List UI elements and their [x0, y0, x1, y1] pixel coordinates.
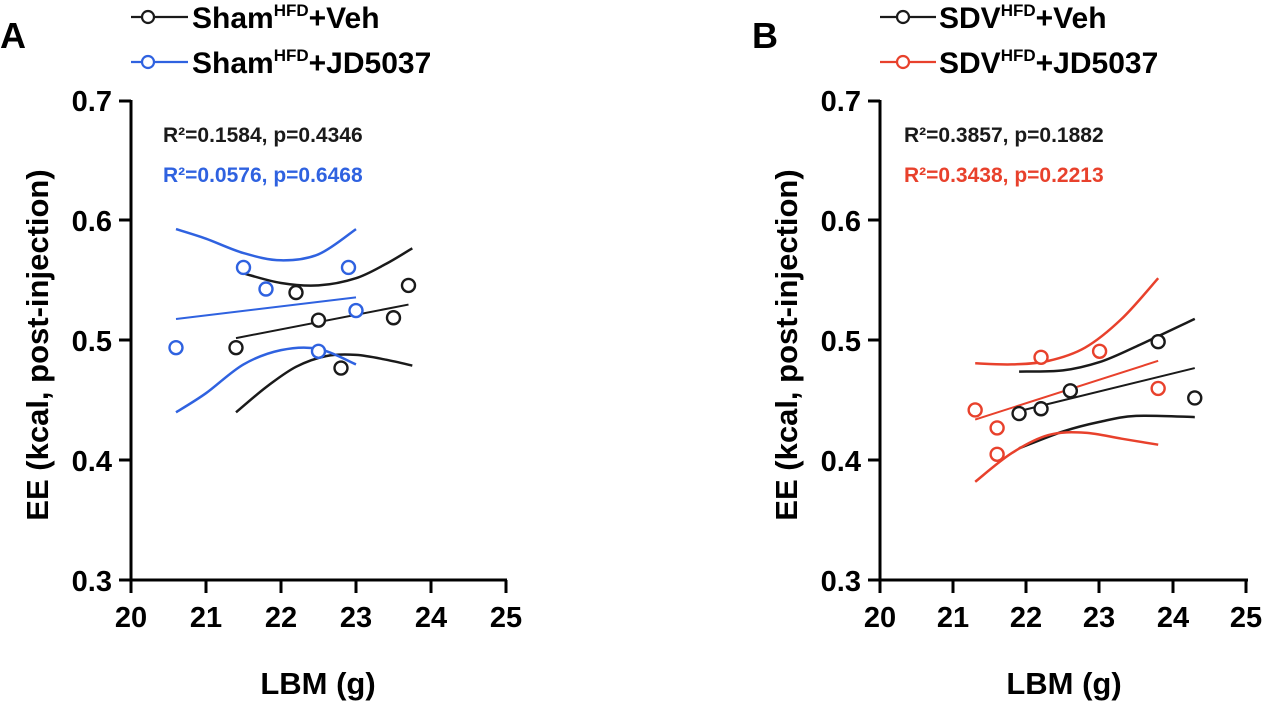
- ci-upper-line-series-0: [243, 247, 413, 287]
- legend-entry-sham-veh: ShamHFD+Veh: [131, 1, 380, 35]
- y-ticks: 0.3 0.4 0.5 0.6 0.7: [72, 86, 131, 598]
- data-point-series-0: [310, 312, 327, 328]
- ci-lower-line-series-0: [1018, 414, 1195, 450]
- legend-marker: [140, 9, 156, 25]
- panel-b: B SDVHFD+Veh SDVHFD+JD5037 0.3: [752, 1, 1262, 701]
- data-point-series-1: [989, 446, 1005, 462]
- legend-entry-sdv-veh: SDVHFD+Veh: [880, 1, 1107, 35]
- y-tick-label: 0.5: [821, 326, 861, 358]
- legend-label: SDVHFD+JD5037: [939, 46, 1158, 80]
- x-tick-label: 21: [190, 602, 222, 634]
- legend-label: ShamHFD+JD5037: [192, 46, 431, 80]
- legend-entry-sdv-jd5037: SDVHFD+JD5037: [880, 46, 1158, 80]
- legend-marker: [895, 54, 911, 70]
- data-point-series-1: [967, 402, 983, 418]
- data-point-series-0: [228, 339, 244, 356]
- y-tick-label: 0.4: [821, 446, 861, 478]
- data-point-series-0: [1062, 383, 1079, 399]
- panel-label: B: [752, 15, 778, 56]
- y-tick-label: 0.7: [821, 86, 861, 118]
- data-point-series-1: [235, 259, 252, 276]
- data-point-series-0: [333, 360, 349, 376]
- fit-line-series-1: [175, 296, 357, 320]
- panel-a: A ShamHFD+Veh ShamHFD+JD5037 0.3: [0, 1, 522, 701]
- data-point-series-0: [400, 277, 417, 294]
- data-point-series-1: [340, 259, 357, 276]
- data-point-series-0: [1150, 333, 1166, 350]
- x-tick-label: 25: [490, 602, 522, 634]
- data-point-series-1: [1091, 343, 1108, 359]
- data-point-series-1: [310, 343, 327, 359]
- ci-upper-line-series-1: [175, 227, 357, 262]
- ci-upper-line-series-1: [975, 277, 1160, 366]
- ci-lower-line-series-0: [235, 353, 413, 414]
- x-tick-label: 23: [1083, 602, 1115, 634]
- plot-area: [967, 277, 1203, 483]
- legend: ShamHFD+Veh ShamHFD+JD5037: [131, 1, 431, 80]
- x-tick-label: 24: [415, 602, 447, 634]
- x-ticks: 20 21 22 23 24 25: [115, 580, 522, 634]
- data-point-series-1: [258, 281, 274, 297]
- legend: SDVHFD+Veh SDVHFD+JD5037: [880, 1, 1158, 80]
- y-tick-label: 0.3: [72, 566, 112, 598]
- y-tick-label: 0.4: [72, 446, 112, 478]
- x-tick-label: 21: [937, 602, 969, 634]
- legend-label: ShamHFD+Veh: [192, 1, 380, 35]
- x-axis-title: LBM (g): [260, 666, 375, 701]
- data-point-series-0: [385, 310, 402, 326]
- y-tick-label: 0.5: [72, 326, 112, 358]
- stat-text-sdv-jd5037: R²=0.3438, p=0.2213: [904, 164, 1104, 187]
- data-point-series-1: [989, 420, 1005, 436]
- stat-text-sham-veh: R²=0.1584, p=0.4346: [163, 124, 363, 147]
- y-axis-title: EE (kcal, post-injection): [769, 169, 804, 520]
- data-point-series-1: [1033, 349, 1049, 365]
- panel-label: A: [0, 15, 26, 56]
- x-tick-label: 22: [1010, 602, 1042, 634]
- data-point-series-1: [348, 302, 364, 319]
- x-tick-label: 20: [115, 602, 147, 634]
- y-ticks: 0.3 0.4 0.5 0.6 0.7: [821, 86, 880, 598]
- data-point-series-0: [1033, 401, 1049, 417]
- data-point-series-1: [1150, 380, 1166, 397]
- ci-lower-line-series-1: [974, 431, 1159, 483]
- ci-upper-line-series-0: [1019, 317, 1196, 373]
- y-tick-label: 0.6: [821, 206, 861, 238]
- stat-text-sham-jd5037: R²=0.0576, p=0.6468: [163, 164, 363, 187]
- x-tick-label: 24: [1157, 602, 1189, 634]
- x-tick-label: 25: [1230, 602, 1262, 634]
- legend-marker: [140, 54, 156, 70]
- x-tick-label: 23: [340, 602, 372, 634]
- x-axis-title: LBM (g): [1006, 666, 1121, 701]
- y-tick-label: 0.3: [821, 566, 861, 598]
- legend-marker: [895, 9, 911, 25]
- plot-area: [168, 227, 417, 414]
- data-point-series-1: [168, 339, 184, 356]
- fit-line-series-0: [1018, 367, 1195, 413]
- y-tick-label: 0.6: [72, 206, 112, 238]
- x-tick-label: 22: [265, 602, 297, 634]
- data-point-series-0: [288, 284, 304, 301]
- ci-lower-line-series-1: [175, 346, 357, 414]
- x-ticks: 20 21 22 23 24 25: [864, 580, 1262, 634]
- stat-text-sdv-veh: R²=0.3857, p=0.1882: [904, 124, 1104, 147]
- legend-entry-sham-jd5037: ShamHFD+JD5037: [131, 46, 431, 80]
- y-axis-title: EE (kcal, post-injection): [20, 169, 55, 520]
- x-tick-label: 20: [864, 602, 896, 634]
- y-tick-label: 0.7: [72, 86, 112, 118]
- legend-label: SDVHFD+Veh: [939, 1, 1107, 35]
- data-point-series-0: [1187, 390, 1203, 406]
- data-point-series-0: [1011, 405, 1027, 422]
